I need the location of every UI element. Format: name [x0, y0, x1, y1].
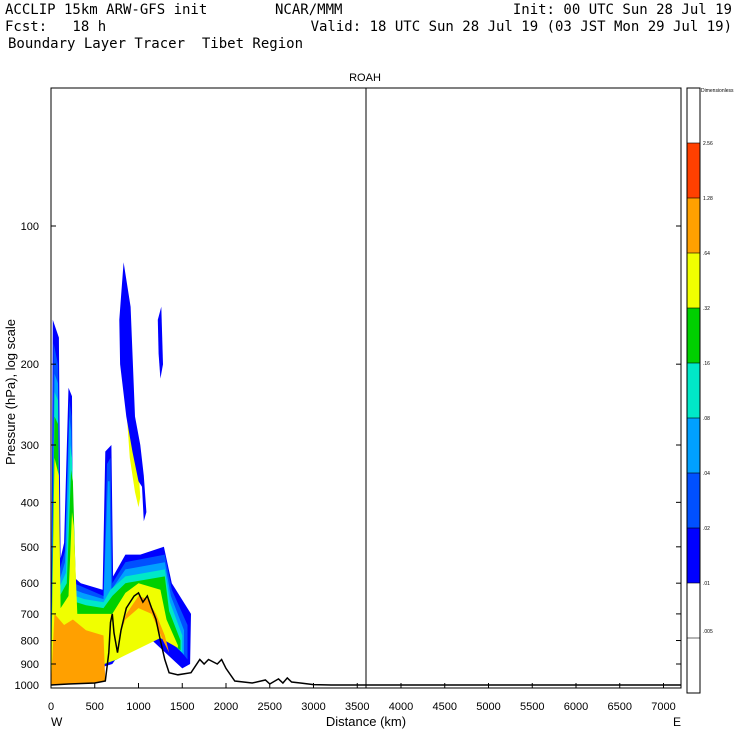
colorbar-swatch — [687, 418, 700, 473]
colorbar-level-label: .02 — [703, 526, 710, 532]
plot-frame — [50, 87, 682, 689]
chart-title: ROAH — [349, 72, 381, 84]
tracer-region-7 — [117, 596, 170, 653]
y-tick-label: 800 — [21, 636, 39, 648]
header-line3-left: Boundary Layer Tracer Tibet Region — [8, 36, 304, 52]
colorbar-level-label: .32 — [703, 306, 710, 312]
x-tick-label: 5500 — [520, 701, 544, 713]
x-axis-label: Distance (km) — [326, 714, 406, 729]
y-tick-label: 400 — [21, 497, 39, 509]
y-axis: 100 200 300 400 500 600 700 800 900 1000 — [15, 221, 681, 692]
colorbar-level-label: .08 — [703, 416, 710, 422]
x-tick-label: 3000 — [301, 701, 325, 713]
colorbar-swatch — [687, 583, 700, 638]
colorbar-swatch — [687, 363, 700, 418]
colorbar-level-label: .64 — [703, 251, 710, 257]
colorbar-swatch — [687, 308, 700, 363]
x-tick-label: 5000 — [476, 701, 500, 713]
y-tick-label: 300 — [21, 440, 39, 452]
header-init-time: Init: 00 UTC Sun 28 Jul 19 — [512, 2, 732, 18]
tracer-region-9 — [119, 262, 147, 522]
colorbar-swatch — [687, 143, 700, 198]
y-tick-label: 700 — [21, 609, 39, 621]
x-tick-label: 4500 — [433, 701, 457, 713]
colorbar-level-label: .04 — [703, 471, 710, 477]
colorbar-unit-label: Dimensionless — [701, 88, 734, 94]
y-tick-label: 1000 — [15, 680, 39, 692]
header-center: NCAR/MMM — [275, 2, 343, 18]
x-axis-east-label: E — [673, 715, 681, 729]
x-tick-label: 7000 — [651, 701, 675, 713]
y-tick-label: 900 — [21, 659, 39, 671]
x-tick-label: 1000 — [126, 701, 150, 713]
x-tick-label: 0 — [48, 701, 54, 713]
y-axis-label: Pressure (hPa), log scale — [3, 319, 18, 465]
colorbar-swatch — [687, 528, 700, 583]
x-axis-west-label: W — [51, 715, 63, 729]
x-tick-label: 2000 — [214, 701, 238, 713]
colorbar-swatch — [687, 473, 700, 528]
tracer-fill-layer — [51, 262, 191, 685]
colorbar-level-label: .16 — [703, 361, 710, 367]
terrain-profile — [50, 591, 681, 686]
x-axis: 0 500 1000 1500 2000 2500 3000 3500 4000 4500 5000… — [48, 683, 676, 713]
x-tick-label: 3500 — [345, 701, 369, 713]
y-tick-label: 600 — [21, 578, 39, 590]
y-tick-label: 200 — [21, 359, 39, 371]
x-tick-label: 500 — [86, 701, 104, 713]
tracer-region-6 — [51, 613, 106, 685]
x-tick-label: 1500 — [170, 701, 194, 713]
tracer-region-5 — [51, 457, 178, 683]
y-tick-label: 500 — [21, 542, 39, 554]
x-tick-label: 2500 — [258, 701, 282, 713]
colorbar-swatch — [687, 253, 700, 308]
x-tick-label: 6500 — [608, 701, 632, 713]
x-tick-label: 6000 — [564, 701, 588, 713]
colorbar: .005 .01 .02 .04 .08 .16 .32 .64 1.28 2.56 — [686, 87, 713, 694]
colorbar-swatch — [687, 638, 700, 693]
colorbar-level-label: 2.56 — [703, 141, 713, 147]
colorbar-frame — [686, 87, 701, 694]
colorbar-level-label: 1.28 — [703, 196, 713, 202]
x-tick-label: 4000 — [389, 701, 413, 713]
header-valid-time: Valid: 18 UTC Sun 28 Jul 19 (03 JST Mon … — [310, 19, 732, 35]
colorbar-swatch — [687, 198, 700, 253]
header-line1-left: ACCLIP 15km ARW-GFS init — [5, 2, 208, 18]
colorbar-level-label: .005 — [703, 629, 713, 635]
y-tick-label: 100 — [21, 221, 39, 233]
header-line2-left: Fcst: 18 h — [5, 19, 107, 35]
tracer-region-10 — [157, 306, 163, 379]
colorbar-level-label: .01 — [703, 581, 710, 587]
